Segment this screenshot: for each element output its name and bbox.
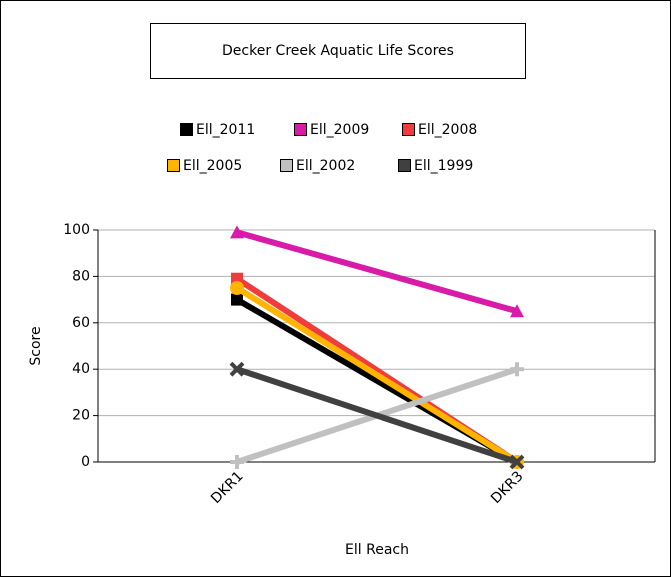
x-axis-label: Ell Reach [345,542,409,558]
series-line [235,285,519,465]
series-line [236,366,518,465]
marker [229,361,245,377]
legend-label: Ell_2005 [183,158,242,174]
y-tick-label: 40 [72,361,90,377]
marker [230,281,244,295]
legend-swatch [294,123,307,136]
y-axis-label: Score [28,326,44,365]
marker [230,455,244,469]
y-tick-label: 0 [81,454,90,470]
series-line [236,229,518,315]
title-box [150,23,526,79]
marker [510,304,524,318]
legend-label: Ell_2008 [418,122,477,138]
y-tick-label: 60 [72,315,90,331]
legend-label: Ell_1999 [414,158,473,174]
legend-label: Ell_2011 [196,122,255,138]
legend-label: Ell_2009 [310,122,369,138]
legend-swatch [398,159,411,172]
chart-title: Decker Creek Aquatic Life Scores [222,43,454,59]
marker [230,225,244,239]
legend-label: Ell_2002 [296,158,355,174]
legend-swatch [280,159,293,172]
y-tick-label: 80 [72,268,90,284]
legend-swatch [167,159,180,172]
legend-swatch [180,123,193,136]
legend-swatch [402,123,415,136]
marker [510,362,524,377]
marker [231,293,243,306]
y-tick-label: 100 [63,222,90,238]
marker [509,454,525,470]
y-tick-label: 20 [72,408,90,424]
